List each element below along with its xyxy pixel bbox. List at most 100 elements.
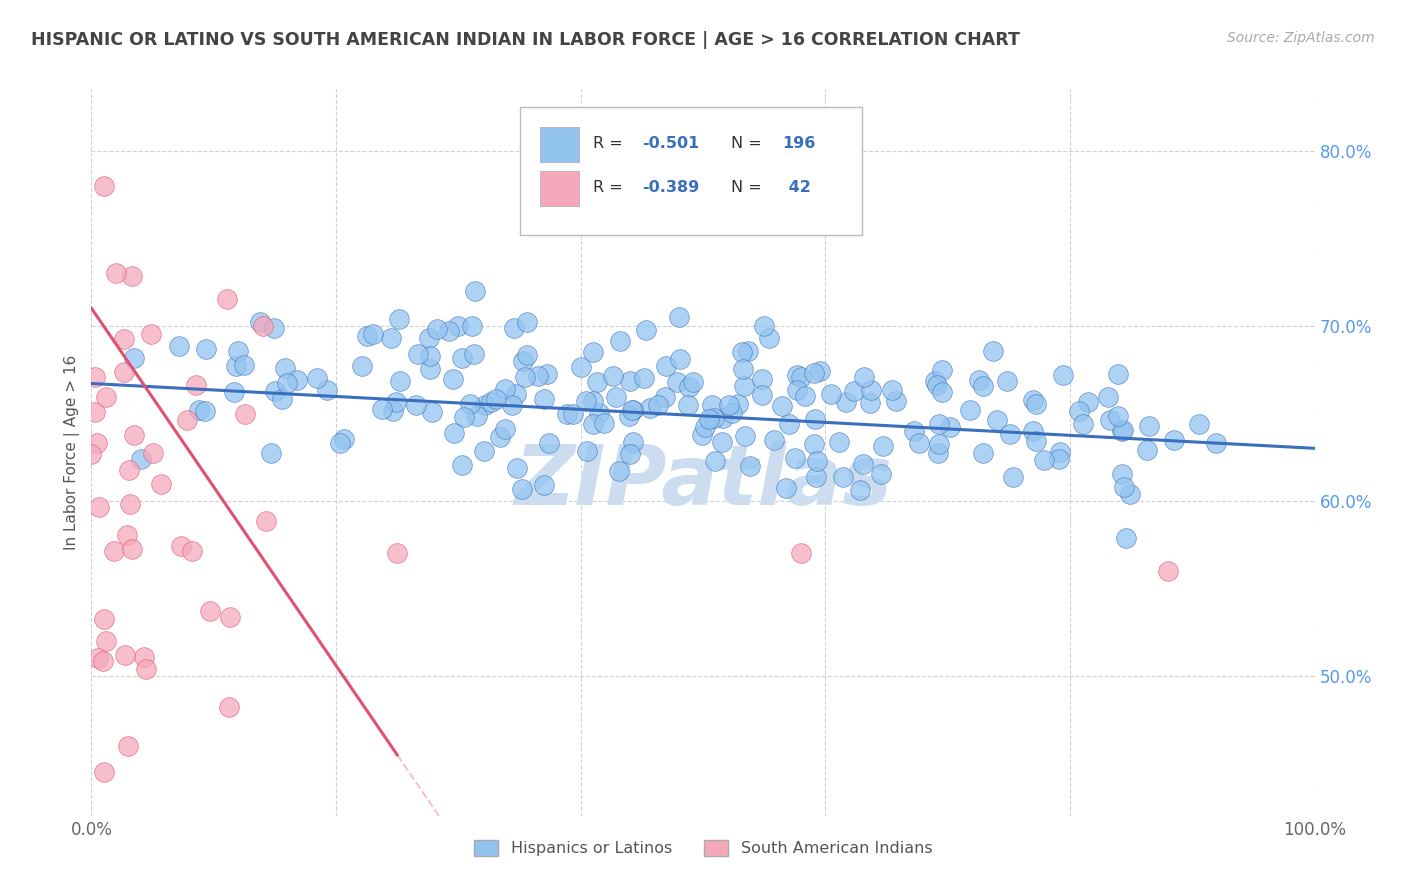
Point <box>1187 417 1209 431</box>
Point <box>93 765 115 780</box>
Point <box>270 392 292 407</box>
Point <box>852 458 875 472</box>
Point <box>87 500 110 515</box>
Point <box>751 372 773 386</box>
Point <box>886 393 908 408</box>
Text: -0.501: -0.501 <box>641 136 699 152</box>
Text: R =: R = <box>593 136 628 152</box>
Point <box>198 604 221 618</box>
Point <box>870 467 893 481</box>
Point <box>770 400 793 414</box>
Point <box>149 477 172 491</box>
Point <box>860 383 883 397</box>
Point <box>406 347 429 361</box>
Point <box>385 395 408 409</box>
Point <box>316 384 339 398</box>
Point <box>786 383 808 397</box>
Point <box>1052 368 1074 382</box>
Point <box>1118 487 1140 501</box>
Point <box>512 354 534 368</box>
Point <box>252 318 274 333</box>
Point <box>356 328 378 343</box>
Point <box>575 393 598 408</box>
Y-axis label: In Labor Force | Age > 16: In Labor Force | Age > 16 <box>65 355 80 550</box>
Point <box>170 539 193 553</box>
Point <box>928 437 950 451</box>
Point <box>1205 436 1227 450</box>
Point <box>350 359 373 374</box>
Point <box>731 362 754 376</box>
Text: N =: N = <box>731 136 768 152</box>
Point <box>806 469 828 483</box>
Point <box>1136 442 1159 457</box>
Point <box>581 417 603 432</box>
Point <box>588 406 610 420</box>
Point <box>804 411 827 425</box>
Point <box>682 375 704 389</box>
Point <box>704 454 727 468</box>
Point <box>582 345 605 359</box>
Point <box>463 347 485 361</box>
Point <box>571 360 593 375</box>
Point <box>1157 564 1180 578</box>
Point <box>494 422 516 436</box>
Point <box>1032 453 1054 467</box>
Point <box>986 413 1008 427</box>
Text: R =: R = <box>593 180 628 194</box>
Point <box>121 268 143 283</box>
Point <box>117 528 139 542</box>
Point <box>117 739 139 753</box>
Point <box>783 450 806 465</box>
Point <box>995 374 1018 388</box>
Point <box>181 544 204 558</box>
Point <box>420 405 443 419</box>
Point <box>443 426 465 441</box>
Point <box>121 542 143 557</box>
Point <box>187 403 209 417</box>
Point <box>1107 367 1129 381</box>
Point <box>141 327 163 342</box>
Point <box>754 318 776 333</box>
Point <box>778 417 800 431</box>
Point <box>124 351 146 365</box>
Point <box>505 386 527 401</box>
Point <box>654 390 676 404</box>
Point <box>122 428 145 442</box>
Point <box>931 362 953 376</box>
Point <box>385 546 409 560</box>
Point <box>634 323 657 337</box>
Point <box>928 417 950 432</box>
Point <box>249 316 271 330</box>
Point <box>485 392 508 406</box>
Point <box>609 334 631 348</box>
Point <box>103 544 125 558</box>
Point <box>254 514 277 528</box>
Point <box>903 424 925 438</box>
Point <box>576 443 599 458</box>
Point <box>112 365 135 379</box>
Point <box>263 321 285 335</box>
Point <box>827 434 849 449</box>
Point <box>450 351 472 366</box>
Point <box>226 344 249 359</box>
Point <box>734 429 756 443</box>
Point <box>405 398 427 412</box>
Point <box>1137 418 1160 433</box>
Point <box>112 332 135 346</box>
Text: 196: 196 <box>783 136 815 152</box>
Point <box>669 351 692 366</box>
Point <box>93 178 115 193</box>
Point <box>446 318 468 333</box>
Text: -0.389: -0.389 <box>641 180 699 194</box>
Point <box>666 376 689 390</box>
Point <box>1114 480 1136 494</box>
Point <box>193 404 215 418</box>
Point <box>527 368 550 383</box>
Point <box>972 379 994 393</box>
Point <box>333 432 356 446</box>
Point <box>832 470 855 484</box>
Point <box>451 458 474 472</box>
Point <box>114 648 136 662</box>
Point <box>217 292 239 306</box>
Point <box>1069 403 1091 417</box>
